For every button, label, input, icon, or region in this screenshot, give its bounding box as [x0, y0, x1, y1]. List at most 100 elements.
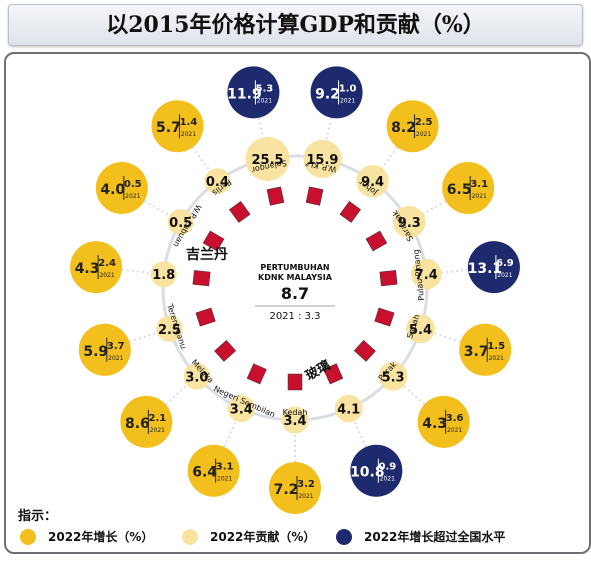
- contribution-circle: [356, 164, 389, 198]
- growth-circle: [350, 444, 403, 497]
- contribution-circle: [334, 394, 363, 423]
- growth-2021-value: 2.1: [149, 413, 167, 424]
- contribution-circle: [227, 395, 255, 423]
- growth-value: 5.9: [83, 344, 108, 360]
- legend-heading: 指示：: [18, 509, 58, 524]
- growth-2021-value: 2.5: [415, 117, 433, 128]
- legend-swatch-growth: [20, 529, 36, 545]
- growth-year-label: 2021: [489, 355, 504, 362]
- contribution-circle: [281, 406, 309, 434]
- growth-circle: [386, 100, 439, 153]
- contribution-circle: [183, 362, 211, 390]
- growth-circle: [417, 395, 470, 448]
- growth-circle: [467, 241, 520, 294]
- growth-2021-value: 1.0: [339, 83, 357, 94]
- growth-2021-value: 3.1: [470, 179, 488, 190]
- handwritten-label-kelantan: 吉兰丹: [186, 246, 228, 263]
- title-bar: 以2015年价格计算GDP和贡献（%）: [8, 4, 583, 46]
- growth-year-label: 2021: [125, 193, 140, 200]
- contribution-value: 7.4: [415, 268, 438, 283]
- legend-swatch-contribution: [182, 529, 198, 545]
- center-national-growth-2021: 2021 : 3.3: [269, 311, 320, 322]
- contribution-value: 3.4: [283, 414, 306, 429]
- growth-year-label: 2021: [257, 97, 272, 104]
- growth-value: 3.7: [464, 344, 489, 360]
- center-national-growth: 8.7: [281, 284, 309, 303]
- growth-circle: [95, 162, 148, 214]
- contribution-circle: [303, 139, 342, 179]
- center-title-line2: KDNK MALAYSIA: [258, 273, 333, 282]
- legend-label-contribution: 2022年贡献（%）: [210, 530, 316, 544]
- growth-year-label: 2021: [447, 427, 462, 434]
- state-flag: [287, 373, 303, 391]
- growth-value: 6.5: [447, 182, 472, 198]
- state-flag: [379, 270, 398, 287]
- growth-year-label: 2021: [150, 427, 165, 434]
- legend-label-above-national: 2022年增长超过全国水平: [364, 530, 506, 544]
- legend: 指示： 2022年增长（%） 2022年贡献（%） 2022年增长超过全国水平: [14, 505, 584, 580]
- contribution-value: 9.3: [398, 216, 421, 231]
- contribution-value: 4.1: [337, 403, 360, 418]
- growth-value: 8.2: [391, 120, 416, 136]
- growth-circle: [442, 162, 495, 214]
- growth-year-label: 2021: [416, 131, 431, 138]
- page-title: 以2015年价格计算GDP和贡献（%）: [106, 12, 485, 38]
- growth-value: 10.8: [350, 465, 385, 481]
- contribution-value: 15.9: [306, 153, 338, 168]
- growth-2021-value: 0.9: [378, 462, 396, 473]
- state-flag: [192, 270, 211, 287]
- growth-circle: [459, 323, 512, 376]
- growth-year-label: 2021: [108, 355, 123, 362]
- growth-2021-value: 6.9: [496, 258, 514, 269]
- state-flag: [339, 201, 361, 223]
- growth-year-label: 2021: [298, 493, 313, 500]
- state-flag: [246, 363, 267, 385]
- contribution-circle: [410, 258, 442, 290]
- contribution-circle: [156, 315, 183, 342]
- growth-year-label: 2021: [217, 476, 232, 483]
- growth-value: 5.7: [156, 120, 181, 136]
- contribution-circle: [406, 314, 435, 344]
- contribution-value: 0.5: [169, 216, 192, 231]
- growth-year-label: 2021: [380, 476, 395, 483]
- growth-value: 7.2: [274, 482, 299, 498]
- state-flag: [323, 363, 344, 385]
- growth-circle: [78, 323, 131, 376]
- legend-label-growth: 2022年增长（%）: [48, 530, 154, 544]
- growth-2021-value: 0.5: [124, 179, 142, 190]
- contribution-circle: [167, 209, 194, 235]
- growth-2021-value: 5.3: [256, 83, 274, 94]
- growth-2021-value: 2.4: [98, 258, 116, 269]
- contribution-value: 5.3: [382, 370, 405, 385]
- contribution-circle: [393, 205, 426, 239]
- state-flag: [214, 339, 237, 362]
- growth-2021-value: 3.7: [107, 341, 125, 352]
- contribution-circle: [378, 361, 408, 391]
- growth-value: 11.9: [227, 86, 262, 102]
- state-flag: [353, 339, 376, 362]
- contribution-value: 3.0: [185, 370, 208, 385]
- center-title-line1: PERTUMBUHAN: [260, 263, 329, 272]
- growth-2021-value: 1.4: [180, 117, 198, 128]
- contribution-value: 1.8: [152, 268, 175, 283]
- growth-circle: [151, 100, 204, 153]
- state-flag: [365, 230, 388, 252]
- growth-value: 9.2: [315, 86, 340, 102]
- growth-year-label: 2021: [340, 97, 355, 104]
- growth-2021-value: 1.5: [487, 341, 505, 352]
- contribution-circle: [245, 136, 290, 181]
- state-flag: [202, 230, 225, 252]
- growth-circle: [227, 66, 280, 119]
- growth-circle: [187, 444, 240, 497]
- growth-year-label: 2021: [99, 272, 114, 279]
- contribution-circle: [204, 168, 231, 195]
- legend-swatch-above-national: [336, 529, 352, 545]
- contribution-value: 5.4: [409, 323, 432, 338]
- state-flag: [195, 307, 216, 327]
- growth-year-label: 2021: [497, 272, 512, 279]
- state-flag: [374, 307, 395, 327]
- growth-2021-value: 3.2: [297, 479, 315, 490]
- contribution-value: 2.5: [158, 323, 181, 338]
- growth-value: 4.0: [100, 182, 125, 198]
